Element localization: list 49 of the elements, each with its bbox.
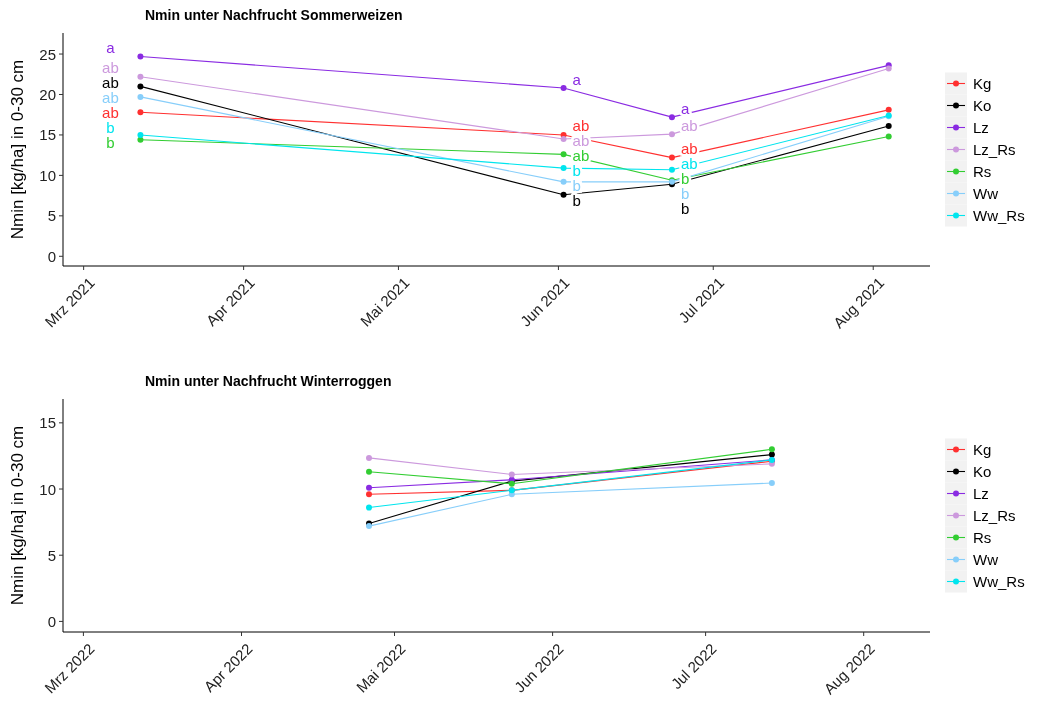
- legend-label: Kg: [973, 441, 992, 458]
- y-tick-label: 0: [47, 612, 56, 630]
- legend-label: Ko: [973, 97, 992, 114]
- data-label: b: [680, 170, 690, 188]
- legend-label: Ko: [973, 463, 992, 480]
- y-tick-label: 10: [39, 166, 56, 184]
- chart-title: Nmin unter Nachfrucht Winterroggen: [145, 373, 392, 389]
- y-tick-label: 15: [39, 414, 56, 432]
- y-tick-label: 25: [39, 45, 56, 63]
- data-label: a: [106, 38, 116, 56]
- y-axis-title: Nmin [kg/ha] in 0-30 cm: [8, 59, 27, 240]
- legend-label: Ww: [973, 551, 999, 568]
- data-label: b: [572, 177, 581, 195]
- data-label: b: [106, 119, 115, 137]
- data-label: b: [106, 134, 115, 152]
- data-label: ab: [572, 147, 590, 165]
- data-label: b: [572, 162, 581, 180]
- data-label: b: [680, 200, 690, 218]
- legend-label: Ww_Rs: [973, 207, 1025, 224]
- y-tick-label: 5: [47, 546, 56, 564]
- legend-label: Lz_Rs: [973, 507, 1016, 524]
- legend-label: Lz_Rs: [973, 141, 1016, 158]
- legend-label: Kg: [973, 75, 992, 92]
- data-label: ab: [572, 117, 590, 135]
- data-label: ab: [680, 116, 698, 134]
- legend-label: Ww: [973, 185, 999, 202]
- data-label: b: [680, 185, 690, 203]
- data-label: ab: [102, 89, 119, 107]
- y-tick-label: 0: [47, 247, 56, 265]
- legend-label: Lz: [973, 119, 989, 136]
- y-tick-label: 20: [39, 85, 56, 103]
- legend-label: Rs: [973, 529, 992, 546]
- y-axis-title: Nmin [kg/ha] in 0-30 cm: [8, 425, 27, 606]
- chart-title: Nmin unter Nachfrucht Sommerweizen: [145, 7, 403, 23]
- data-label: b: [572, 192, 581, 210]
- data-label: ab: [102, 59, 119, 77]
- legend-label: Rs: [973, 163, 992, 180]
- legend-label: Ww_Rs: [973, 573, 1025, 590]
- y-tick-label: 5: [47, 207, 56, 225]
- data-label: ab: [102, 104, 119, 122]
- data-label: a: [680, 99, 690, 117]
- data-label: ab: [680, 155, 698, 173]
- data-label: ab: [102, 74, 119, 92]
- data-label: a: [572, 70, 582, 88]
- y-tick-label: 15: [39, 126, 56, 144]
- y-tick-label: 10: [39, 480, 56, 498]
- data-label: ab: [680, 140, 698, 158]
- data-label: ab: [572, 132, 590, 150]
- legend-label: Lz: [973, 485, 989, 502]
